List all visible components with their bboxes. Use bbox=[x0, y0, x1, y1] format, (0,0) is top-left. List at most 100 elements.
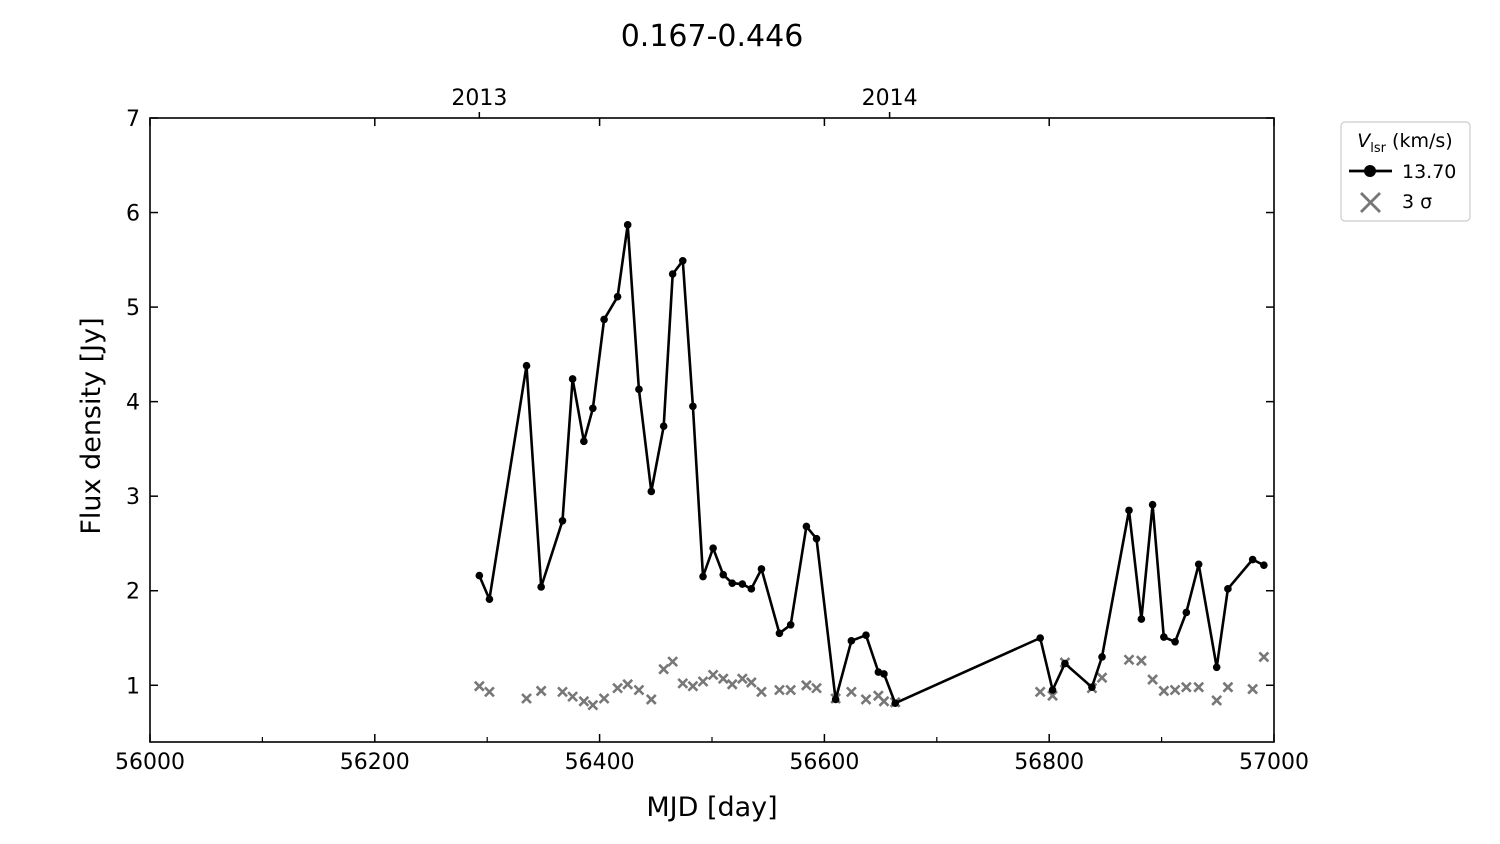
x-axis-label: MJD [day] bbox=[646, 792, 777, 823]
legend-title-rest: (km/s) bbox=[1386, 130, 1453, 152]
y-axis-label: Flux density [Jy] bbox=[76, 317, 107, 534]
sigma-point bbox=[845, 686, 857, 698]
data-point bbox=[689, 402, 697, 411]
sigma-point bbox=[645, 694, 657, 705]
data-point bbox=[647, 487, 656, 496]
data-point bbox=[1036, 634, 1045, 642]
sigma-point bbox=[811, 682, 822, 694]
sigma-point bbox=[1158, 685, 1170, 697]
data-point bbox=[1248, 555, 1257, 564]
chart-title: 0.167-0.446 bbox=[621, 19, 804, 54]
data-point bbox=[1148, 500, 1157, 509]
data-point bbox=[1088, 683, 1096, 691]
data-point bbox=[757, 565, 766, 573]
sigma-point bbox=[878, 695, 890, 707]
data-point bbox=[475, 571, 484, 580]
data-point bbox=[880, 670, 888, 678]
sigma-point bbox=[521, 693, 532, 704]
y-tick-label: 6 bbox=[126, 202, 140, 227]
legend-entry-series-2: 3 σ bbox=[1402, 191, 1432, 213]
y-tick-label: 3 bbox=[126, 485, 140, 510]
x-tick-label: 56200 bbox=[340, 750, 410, 775]
sigma-point bbox=[1258, 651, 1270, 663]
data-point bbox=[831, 695, 840, 704]
sigma-point bbox=[736, 673, 748, 685]
data-point bbox=[699, 572, 707, 581]
data-point bbox=[635, 385, 643, 394]
legend-entry-series-1: 13.70 bbox=[1402, 161, 1456, 183]
data-point bbox=[1098, 653, 1106, 661]
data-point bbox=[812, 534, 821, 543]
plot-frame bbox=[149, 117, 1275, 743]
sigma-point bbox=[1135, 655, 1147, 667]
data-point bbox=[1137, 615, 1146, 623]
sigma-point bbox=[860, 694, 872, 705]
sigma-point bbox=[484, 686, 495, 698]
data-point bbox=[1171, 637, 1179, 646]
sigma-point bbox=[745, 677, 757, 688]
sigma-point bbox=[1096, 672, 1108, 684]
top-axis-label: 2014 bbox=[862, 86, 918, 111]
sigma-point bbox=[598, 693, 610, 704]
data-point bbox=[738, 580, 747, 588]
y-tick-label: 4 bbox=[126, 391, 140, 416]
data-point bbox=[709, 544, 717, 552]
sigma-point bbox=[785, 684, 797, 696]
data-point bbox=[1182, 608, 1191, 617]
data-point bbox=[728, 579, 737, 587]
data-point bbox=[786, 620, 795, 629]
x-tick-label: 56800 bbox=[1014, 750, 1084, 775]
data-point bbox=[1061, 659, 1069, 668]
data-point bbox=[847, 637, 856, 645]
sigma-point bbox=[557, 686, 568, 698]
sigma-point bbox=[687, 680, 699, 692]
data-point bbox=[580, 437, 588, 446]
sigma-point bbox=[1169, 684, 1181, 696]
data-point bbox=[485, 595, 494, 604]
y-tick-label: 7 bbox=[126, 107, 140, 132]
data-point bbox=[613, 292, 622, 301]
sigma-point bbox=[697, 676, 709, 687]
data-point bbox=[668, 270, 677, 278]
legend-line-marker bbox=[1349, 165, 1392, 177]
legend-box bbox=[1340, 121, 1471, 222]
sigma-point bbox=[717, 673, 729, 685]
sigma-point bbox=[1247, 683, 1259, 695]
sigma-point bbox=[1211, 694, 1223, 706]
data-point bbox=[659, 422, 668, 431]
top-axis-label: 2013 bbox=[451, 86, 507, 111]
legend-title-sub: lsr bbox=[1370, 141, 1386, 156]
sigma-point bbox=[667, 656, 679, 668]
sigma-point bbox=[756, 686, 767, 698]
data-point bbox=[1194, 560, 1203, 569]
sigma-point bbox=[726, 678, 738, 690]
data-point bbox=[568, 375, 577, 383]
legend-title-main: V bbox=[1357, 130, 1372, 152]
sigma-point bbox=[774, 684, 785, 696]
data-point bbox=[719, 570, 728, 579]
data-point bbox=[537, 583, 545, 591]
sigma-point bbox=[1180, 681, 1192, 693]
y-tick-label: 1 bbox=[126, 674, 140, 699]
sigma-point bbox=[800, 679, 812, 691]
data-point bbox=[600, 315, 608, 324]
series-line-13-70 bbox=[478, 223, 1265, 705]
data-point bbox=[1212, 663, 1221, 672]
data-point bbox=[1224, 585, 1232, 593]
data-point bbox=[802, 522, 811, 531]
legend: Vlsr (km/s) 13.70 3 σ bbox=[1340, 121, 1471, 222]
data-point bbox=[1125, 506, 1133, 515]
legend-x-marker bbox=[1360, 192, 1381, 213]
sigma-point bbox=[535, 685, 547, 697]
legend-title: Vlsr (km/s) bbox=[1357, 130, 1452, 156]
data-point bbox=[589, 404, 597, 413]
sigma-point bbox=[612, 682, 624, 694]
sigma-point bbox=[1222, 681, 1234, 693]
sigma-point bbox=[1034, 686, 1046, 698]
x-tick-label: 57000 bbox=[1239, 750, 1309, 775]
sigma-point bbox=[707, 669, 719, 681]
y-tick-label: 5 bbox=[126, 296, 140, 321]
sigma-point bbox=[1193, 681, 1205, 693]
sigma-point bbox=[658, 663, 670, 675]
